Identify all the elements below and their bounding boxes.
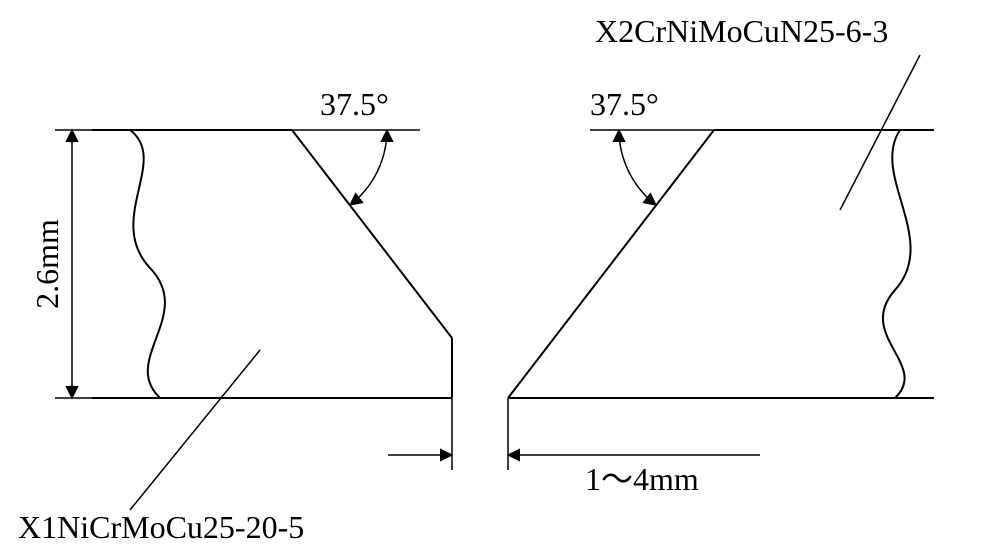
gap-label: 1～4mm	[585, 461, 699, 497]
left-angle-label: 37.5°	[320, 86, 389, 122]
right-angle-label: 37.5°	[590, 86, 659, 122]
gap-dimension: 1～4mm	[388, 398, 760, 497]
right-angle-dimension: 37.5°	[590, 86, 714, 205]
left-angle-dimension: 37.5°	[292, 86, 420, 205]
thickness-dimension: 2.6mm	[29, 130, 92, 398]
weld-groove-diagram: 2.6mm 1～4mm 37.5° 37.5° X2CrNiMoCuN25-6-…	[0, 0, 1000, 546]
right-plate	[508, 130, 934, 398]
left-material-label: X1NiCrMoCu25-20-5	[18, 509, 304, 545]
left-material-leader: X1NiCrMoCu25-20-5	[18, 350, 304, 545]
thickness-label: 2.6mm	[29, 219, 65, 309]
left-plate	[92, 130, 452, 398]
right-material-label: X2CrNiMoCuN25-6-3	[595, 13, 888, 49]
